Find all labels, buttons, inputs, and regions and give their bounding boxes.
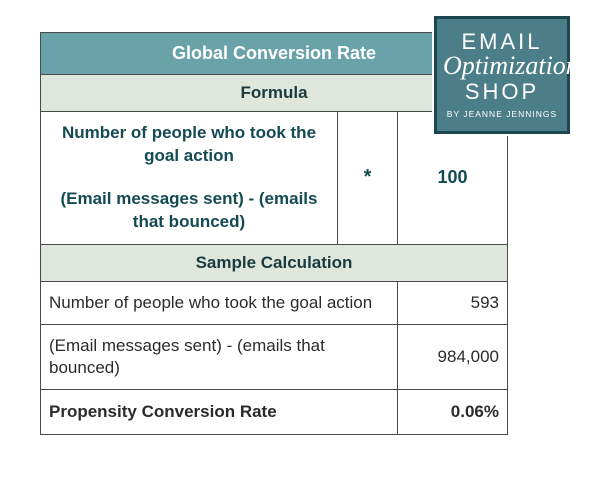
- sample-row-label: Number of people who took the goal actio…: [41, 281, 398, 324]
- formula-operator: *: [338, 112, 398, 245]
- formula-numerator: Number of people who took the goal actio…: [41, 112, 338, 178]
- formula-denominator: (Email messages sent) - (emails that bou…: [41, 178, 338, 244]
- sample-row-label: (Email messages sent) - (emails that bou…: [41, 324, 398, 389]
- logo-badge: EMAIL Optimization SHOP BY JEANNE JENNIN…: [434, 16, 570, 134]
- logo-byline: BY JEANNE JENNINGS: [443, 109, 561, 119]
- logo-line3: SHOP: [443, 79, 561, 105]
- logo-line2: Optimization: [443, 51, 561, 81]
- sample-row-value: 984,000: [398, 324, 508, 389]
- result-label: Propensity Conversion Rate: [41, 390, 398, 435]
- sample-row-value: 593: [398, 281, 508, 324]
- result-value: 0.06%: [398, 390, 508, 435]
- sample-header: Sample Calculation: [41, 244, 508, 281]
